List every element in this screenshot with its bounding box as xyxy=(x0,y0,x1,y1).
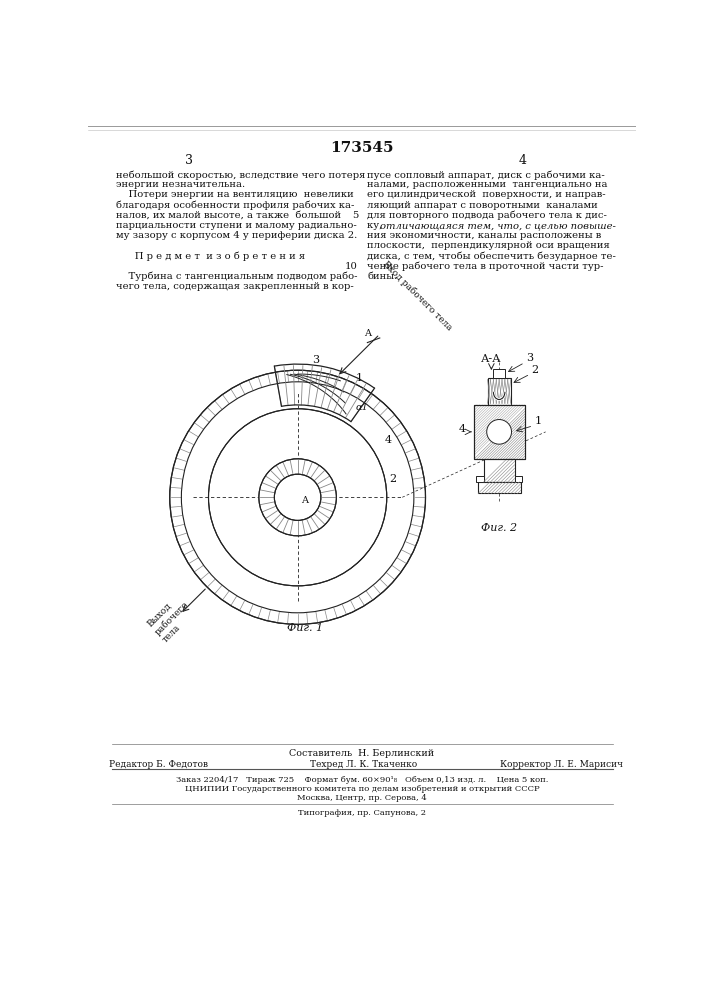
Text: Москва, Центр, пр. Серова, 4: Москва, Центр, пр. Серова, 4 xyxy=(297,794,427,802)
Bar xyxy=(474,405,525,459)
Text: Составитель  Н. Берлинский: Составитель Н. Берлинский xyxy=(289,749,435,758)
Text: 5: 5 xyxy=(351,211,358,220)
Text: ку,: ку, xyxy=(368,221,386,230)
Text: Заказ 2204/17   Тираж 725    Формат бум. 60×90¹₈   Объем 0,13 изд. л.    Цена 5 : Заказ 2204/17 Тираж 725 Формат бум. 60×9… xyxy=(176,776,548,784)
Bar xyxy=(478,482,521,493)
Circle shape xyxy=(209,409,387,586)
Text: Выход
рабочего
тела: Выход рабочего тела xyxy=(145,592,197,644)
Text: 1: 1 xyxy=(356,373,363,383)
Bar xyxy=(493,369,506,378)
Bar xyxy=(474,405,525,459)
Text: 4: 4 xyxy=(385,435,392,445)
Text: 2: 2 xyxy=(532,365,539,375)
Text: А-А: А-А xyxy=(481,354,502,364)
Bar xyxy=(515,476,522,482)
Text: благодаря особенности профиля рабочих ка-: благодаря особенности профиля рабочих ка… xyxy=(115,201,354,210)
Text: Потери энергии на вентиляцию  невелики: Потери энергии на вентиляцию невелики xyxy=(115,190,354,199)
Text: диска, с тем, чтобы обеспечить безударное те-: диска, с тем, чтобы обеспечить безударно… xyxy=(368,251,617,261)
Text: A: A xyxy=(301,496,308,505)
Text: 4: 4 xyxy=(518,154,527,167)
Text: 3: 3 xyxy=(312,355,319,365)
Bar xyxy=(476,476,484,482)
Bar xyxy=(484,459,515,482)
Circle shape xyxy=(486,420,512,444)
Text: Редактор Б. Федотов: Редактор Б. Федотов xyxy=(109,760,208,769)
Text: ния экономичности, каналы расположены в: ния экономичности, каналы расположены в xyxy=(368,231,602,240)
Text: 2: 2 xyxy=(390,474,397,484)
Text: П р е д м е т  и з о б р е т е н и я: П р е д м е т и з о б р е т е н и я xyxy=(115,251,305,261)
Text: налов, их малой высоте, а также  большой: налов, их малой высоте, а также большой xyxy=(115,211,341,220)
Text: 3: 3 xyxy=(526,353,533,363)
Text: налами, расположенными  тангенциально на: налами, расположенными тангенциально на xyxy=(368,180,608,189)
Circle shape xyxy=(259,459,337,536)
Text: 1: 1 xyxy=(534,416,542,426)
Text: плоскости,  перпендикулярной оси вращения: плоскости, перпендикулярной оси вращения xyxy=(368,241,610,250)
Text: его цилиндрической  поверхности, и направ-: его цилиндрической поверхности, и направ… xyxy=(368,190,606,199)
Circle shape xyxy=(170,370,426,624)
Text: парциальности ступени и малому радиально-: парциальности ступени и малому радиально… xyxy=(115,221,356,230)
Text: α1: α1 xyxy=(355,403,368,412)
Text: чение рабочего тела в проточной части тур-: чение рабочего тела в проточной части ту… xyxy=(368,262,604,271)
Text: энергии незначительна.: энергии незначительна. xyxy=(115,180,245,189)
Text: бины.: бины. xyxy=(368,272,397,281)
Circle shape xyxy=(274,474,321,520)
Text: пусе сопловый аппарат, диск с рабочими ка-: пусе сопловый аппарат, диск с рабочими к… xyxy=(368,170,605,180)
Text: 4: 4 xyxy=(459,424,466,434)
Text: ляющий аппарат с поворотными  каналами: ляющий аппарат с поворотными каналами xyxy=(368,201,598,210)
Text: чего тела, содержащая закрепленный в кор-: чего тела, содержащая закрепленный в кор… xyxy=(115,282,354,291)
Text: Типография, пр. Сапунова, 2: Типография, пр. Сапунова, 2 xyxy=(298,809,426,817)
Text: для повторного подвода рабочего тела к дис-: для повторного подвода рабочего тела к д… xyxy=(368,211,607,220)
Text: му зазору с корпусом 4 у периферии диска 2.: му зазору с корпусом 4 у периферии диска… xyxy=(115,231,357,240)
Text: Вход рабочего тела: Вход рабочего тела xyxy=(381,260,454,333)
Text: 10: 10 xyxy=(345,262,358,271)
Text: Турбина с тангенциальным подводом рабо-: Турбина с тангенциальным подводом рабо- xyxy=(115,272,357,281)
Text: Техред Л. К. Ткаченко: Техред Л. К. Ткаченко xyxy=(310,760,417,769)
Text: 173545: 173545 xyxy=(330,141,394,155)
Text: 3: 3 xyxy=(185,154,193,167)
Text: Фиг. 2: Фиг. 2 xyxy=(481,523,518,533)
Text: A: A xyxy=(364,329,371,338)
Text: отличающаяся тем, что, с целью повыше-: отличающаяся тем, что, с целью повыше- xyxy=(380,221,616,230)
Text: Корректор Л. Е. Марисич: Корректор Л. Е. Марисич xyxy=(500,760,623,769)
Text: небольшой скоростью, вследствие чего потеря: небольшой скоростью, вследствие чего пот… xyxy=(115,170,365,180)
Bar xyxy=(488,378,510,405)
Text: ЦНИПИИ Государственного комитета по делам изобретений и открытий СССР: ЦНИПИИ Государственного комитета по дела… xyxy=(185,785,539,793)
Text: Фиг. 1: Фиг. 1 xyxy=(287,623,323,633)
